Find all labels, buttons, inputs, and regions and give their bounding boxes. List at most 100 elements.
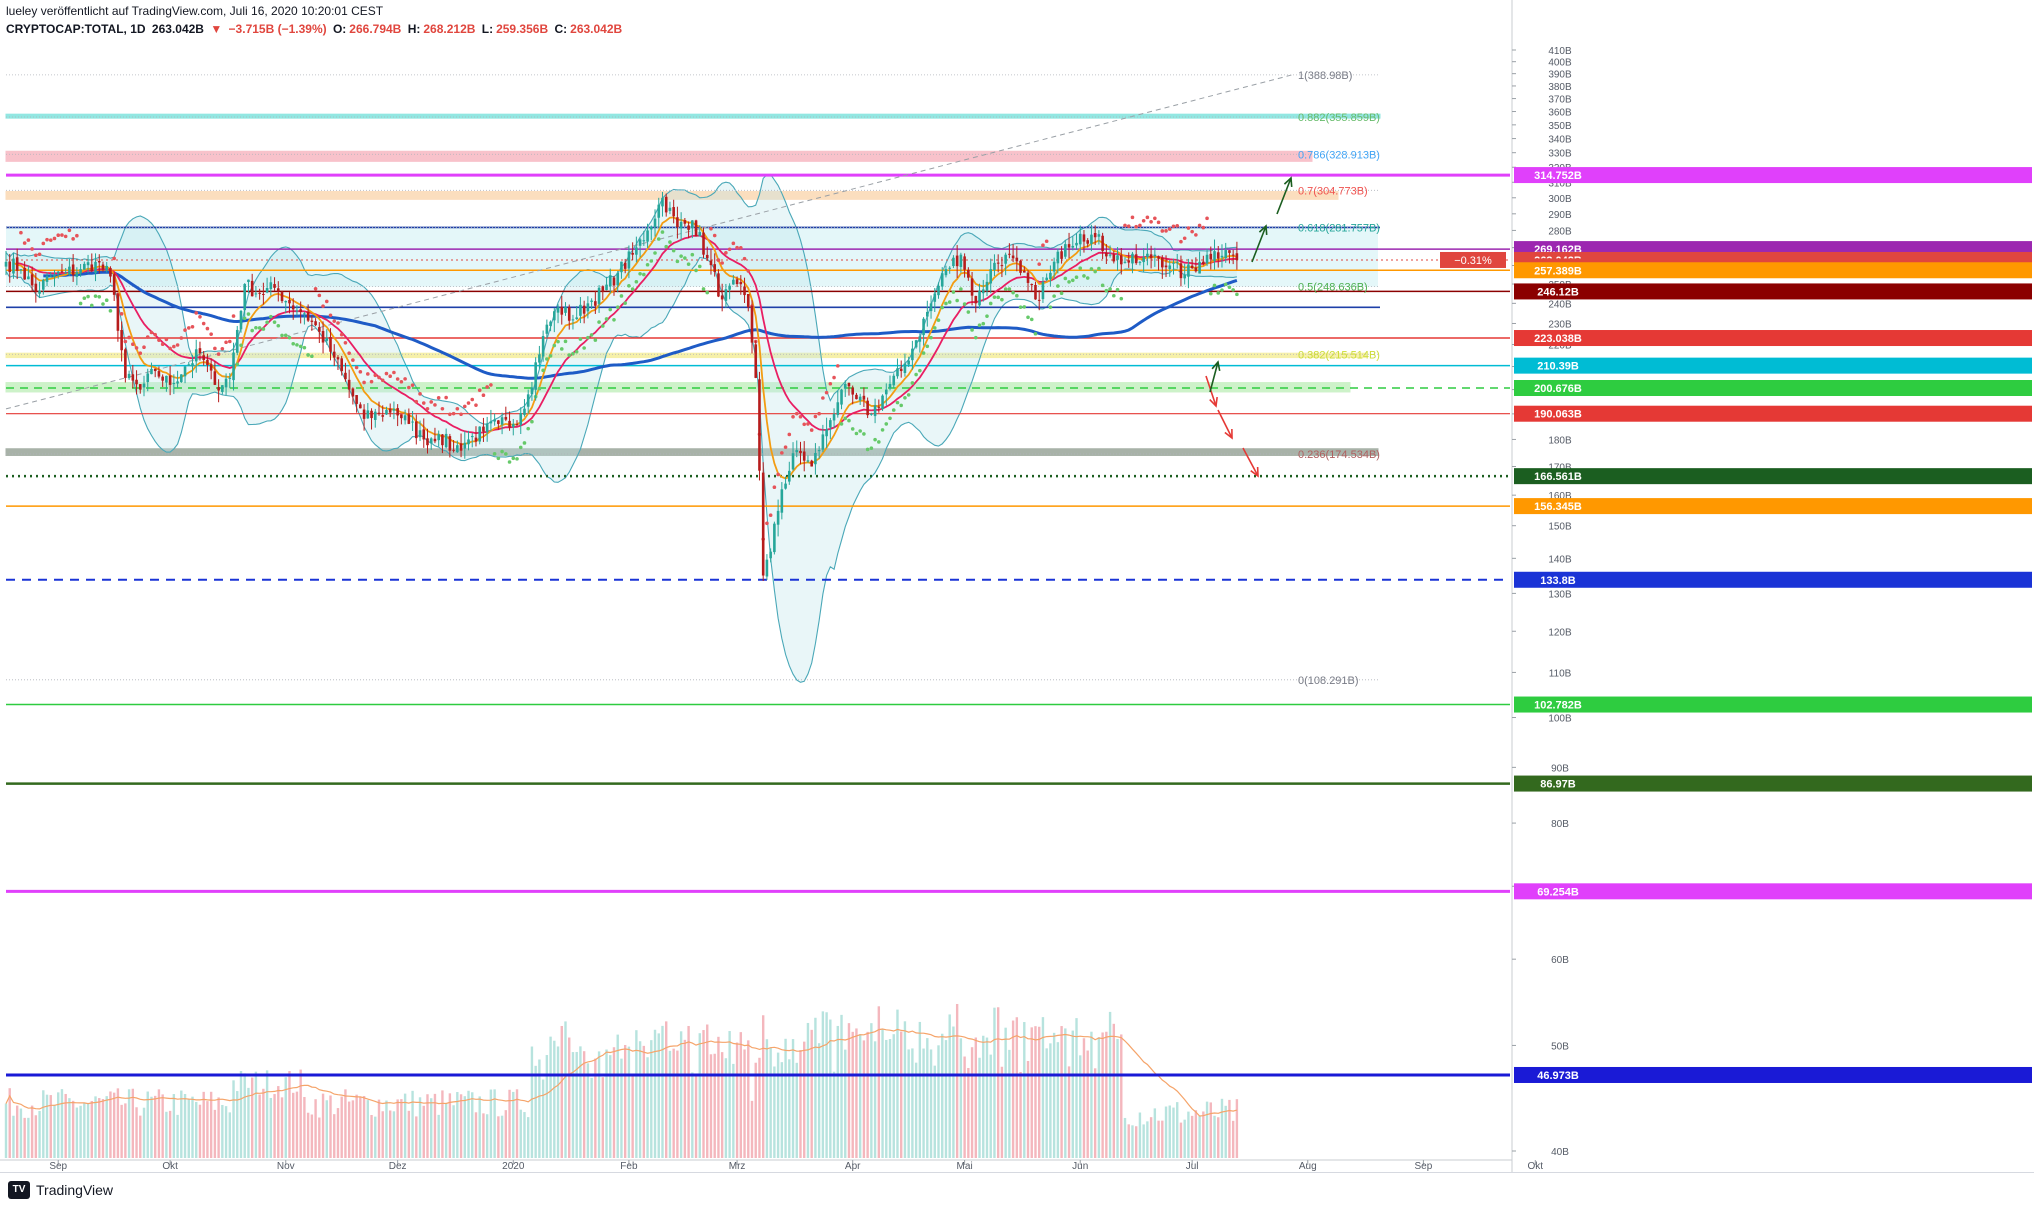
volume-bar <box>306 1112 310 1158</box>
psar-dot-down <box>324 299 329 304</box>
symbol-name[interactable]: CRYPTOCAP:TOTAL, 1D <box>6 22 146 36</box>
candle-down <box>1015 257 1019 262</box>
volume-average-line <box>5 1028 1238 1117</box>
candle-down <box>676 217 679 228</box>
price-label[interactable]: 246.12B <box>1514 283 2032 300</box>
volume-bar <box>101 1099 105 1158</box>
volume-bar <box>146 1091 149 1158</box>
price-label[interactable]: 166.561B <box>1514 468 2032 485</box>
volume-bar <box>71 1100 75 1158</box>
candle-up <box>914 340 918 348</box>
psar-dot-down <box>142 345 146 350</box>
volume-bar <box>922 1048 925 1158</box>
psar-dot-up <box>254 325 258 330</box>
psar-dot-down <box>373 373 378 378</box>
candle-up <box>978 290 981 306</box>
price-label[interactable]: 46.973B <box>1514 1066 2032 1083</box>
psar-dot-up <box>944 301 948 306</box>
candle-up <box>191 363 194 367</box>
price-label[interactable]: 133.8B <box>1514 571 2032 588</box>
price-label[interactable]: 210.39B <box>1514 357 2032 374</box>
psar-dot-up <box>899 403 903 408</box>
candle-up <box>638 239 642 246</box>
volume-bar <box>676 1050 679 1158</box>
psar-dot-down <box>183 328 187 332</box>
volume-bar <box>1176 1102 1179 1158</box>
candle-up <box>1224 250 1228 259</box>
psar-dot-down <box>1123 223 1127 228</box>
orange-zone <box>5 191 1339 200</box>
candle-down <box>355 395 358 404</box>
volume-bar <box>340 1096 343 1158</box>
tradingview-logo-icon[interactable]: TV <box>8 1181 30 1199</box>
volume-bar <box>180 1090 183 1158</box>
candle-up <box>142 383 146 388</box>
psar-dot-down <box>444 395 448 400</box>
candle-down <box>332 351 336 358</box>
volume-bar <box>485 1114 489 1158</box>
volume-bar <box>1153 1108 1157 1158</box>
psar-dot-up <box>638 271 642 276</box>
volume-bar <box>1123 1117 1127 1158</box>
price-label[interactable]: 223.038B <box>1514 330 2032 347</box>
psar-dot-up <box>526 426 530 431</box>
psar-dot-up <box>914 372 918 377</box>
candle-down <box>97 261 101 263</box>
price-label[interactable]: 102.782B <box>1514 696 2032 713</box>
volume-bar <box>1097 1037 1101 1158</box>
volume-bar <box>430 1098 433 1158</box>
psar-dot-down <box>48 238 53 242</box>
price-label[interactable]: 257.389B <box>1514 262 2032 279</box>
volume-bar <box>355 1094 358 1158</box>
candle-down <box>717 273 720 297</box>
volume-bar <box>4 1103 8 1158</box>
psar-dot-down <box>388 374 392 379</box>
candle-down <box>1008 253 1011 255</box>
volume-bar <box>344 1089 347 1158</box>
candle-up <box>627 251 631 269</box>
psar-dot-up <box>1212 283 1217 288</box>
candle-down <box>1030 284 1034 286</box>
candle-up <box>832 413 836 421</box>
price-label[interactable]: 69.254B <box>1514 883 2032 900</box>
psar-dot-down <box>1141 218 1146 223</box>
price-label-box <box>1514 775 2032 792</box>
psar-dot-up <box>257 326 262 330</box>
y-tick-label: 380B <box>1548 82 1572 93</box>
volume-bar <box>124 1103 127 1158</box>
psar-dot-up <box>623 301 627 305</box>
candle-up <box>45 276 49 282</box>
volume-bar <box>321 1093 325 1158</box>
psar-dot-down <box>1145 215 1150 220</box>
x-tick-label: Sep <box>49 1161 67 1172</box>
volume-bar <box>1056 1042 1060 1158</box>
volume-bar <box>679 1031 683 1158</box>
psar-dot-up <box>283 333 288 338</box>
volume-bar <box>855 1028 858 1158</box>
price-label[interactable]: 86.97B <box>1514 775 2032 792</box>
psar-dot-up <box>847 418 851 423</box>
volume-bar <box>743 1049 746 1158</box>
tradingview-brand[interactable]: TradingView <box>36 1182 114 1198</box>
price-label[interactable]: 156.345B <box>1514 498 2032 515</box>
candle-down <box>8 261 12 273</box>
candle-up <box>884 389 888 395</box>
candle-down <box>262 293 265 295</box>
price-label[interactable]: 190.063B <box>1514 405 2032 422</box>
price-label[interactable]: 200.676B <box>1514 380 2032 397</box>
volume-bar <box>877 1006 881 1158</box>
volume-bar <box>702 1030 705 1158</box>
y-tick-label: 360B <box>1548 108 1572 119</box>
volume-bar <box>161 1094 164 1158</box>
candle-up <box>556 307 560 313</box>
volume-bar <box>974 1037 977 1158</box>
x-tick-label: Nov <box>277 1161 295 1172</box>
candle-down <box>299 309 302 313</box>
volume-bar <box>1194 1110 1198 1158</box>
psar-dot-up <box>504 452 508 456</box>
candle-up <box>523 408 526 415</box>
pink-zone <box>5 150 1313 162</box>
price-label[interactable]: 314.752B <box>1514 167 2032 184</box>
candle-up <box>806 460 810 462</box>
